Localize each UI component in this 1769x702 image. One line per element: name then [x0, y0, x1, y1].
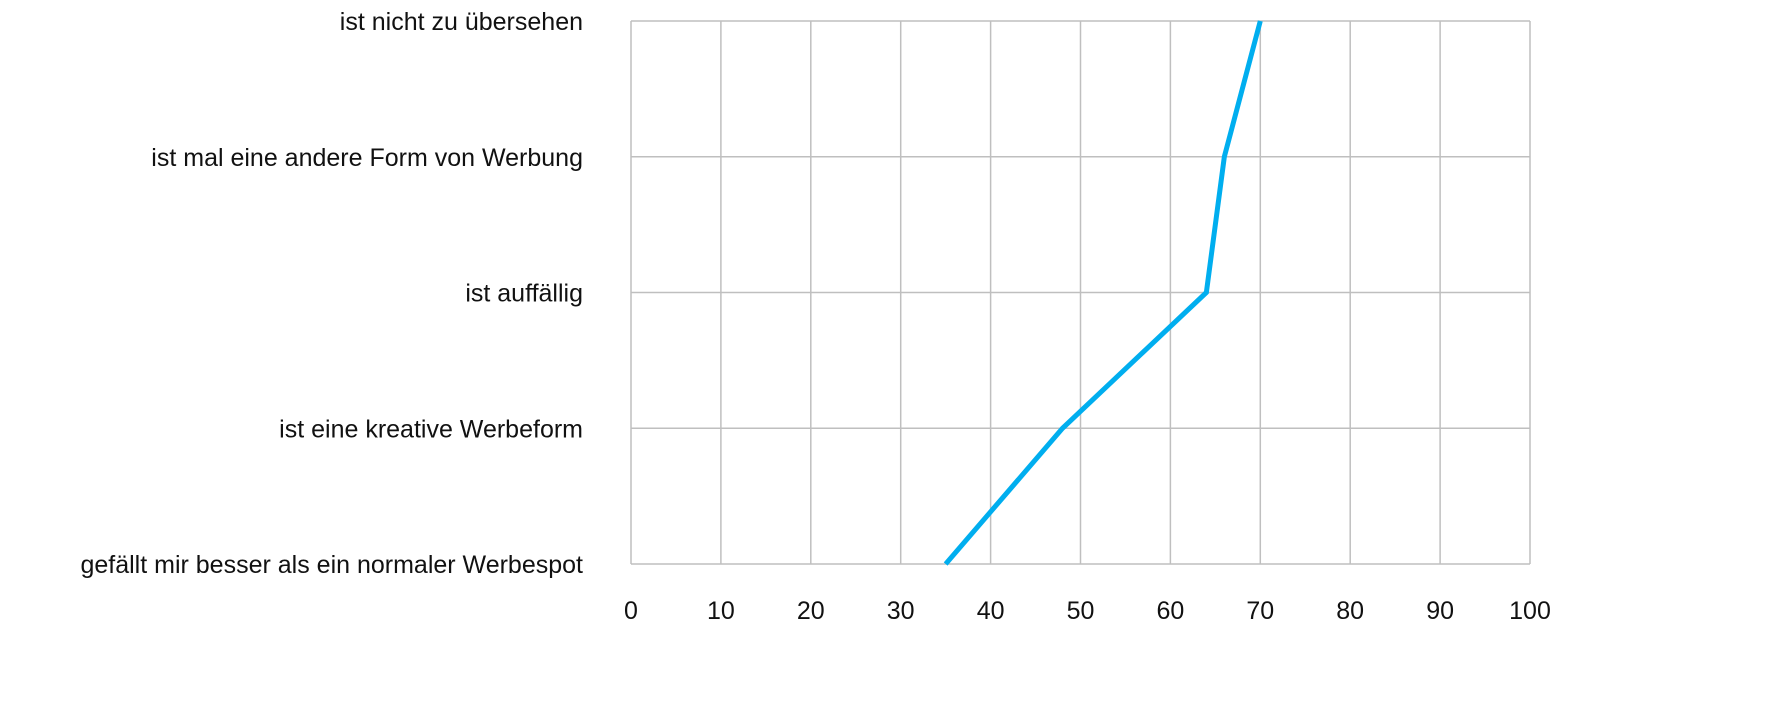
x-tick-label: 0: [624, 597, 638, 625]
series-group: [943, 20, 1263, 566]
x-tick-label: 40: [977, 597, 1005, 625]
x-tick-label: 60: [1156, 597, 1184, 625]
x-tick-label: 90: [1426, 597, 1454, 625]
x-tick-label: 80: [1336, 597, 1364, 625]
category-label: ist mal eine andere Form von Werbung: [151, 144, 583, 172]
x-tick-label: 70: [1246, 597, 1274, 625]
category-label: ist auffällig: [465, 280, 583, 308]
x-tick-label: 10: [707, 597, 735, 625]
category-label: ist eine kreative Werbeform: [279, 415, 583, 443]
x-tick-label: 50: [1067, 597, 1095, 625]
category-labels: ist nicht zu übersehen ist mal eine ander…: [80, 8, 583, 579]
category-label: ist nicht zu übersehen: [340, 8, 583, 36]
x-tick-label: 30: [887, 597, 915, 625]
x-axis-ticks: 0 10 20 30 40 50 60 70 80 90 100: [624, 597, 1551, 625]
x-tick-label: 100: [1509, 597, 1551, 625]
x-tick-label: 20: [797, 597, 825, 625]
chart-grid: [630, 20, 1531, 565]
category-label: gefällt mir besser als ein normaler Werb…: [80, 551, 583, 579]
